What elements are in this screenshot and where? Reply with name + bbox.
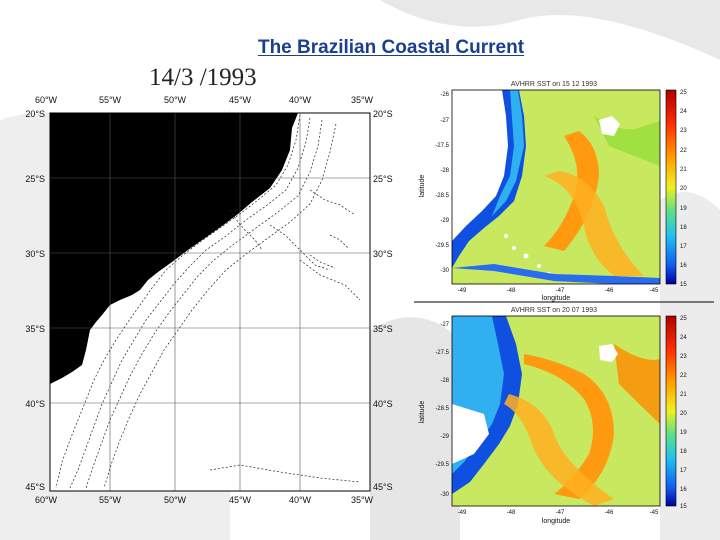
y-ticks: -26 -27 -27.5 -28 -28.5 -29 -29.5 -30 [435,92,449,274]
y-tick: -28.5 [435,406,449,412]
y-tick: -29 [440,218,449,224]
sst-title: AVHRR SST on 15 12 1993 [511,81,597,88]
lon-label-top: 60°W [35,95,58,105]
colorbar [665,315,677,507]
y-axis-label: latitude [419,401,426,424]
y-tick: -28 [440,378,449,384]
map-border [49,112,371,492]
colorbar-tick: 25 [680,90,687,96]
x-tick: -46 [605,288,614,294]
colorbar-tick: 18 [680,449,687,455]
colorbar-tick: 22 [680,373,687,379]
x-ticks: -49 -48 -47 -46 -45 [458,510,659,516]
lon-label-bottom: 35°W [351,495,374,505]
x-axis-label: longitude [542,295,571,302]
lon-label-top: 45°W [229,95,252,105]
x-tick: -49 [458,288,467,294]
y-tick: -29 [440,434,449,440]
y-tick: -29.5 [435,243,449,249]
colorbar-tick: 18 [680,225,687,231]
colorbar-tick: 16 [680,487,687,493]
y-ticks: -27 -27.5 -28 -28.5 -29 -29.5 -30 [435,322,449,498]
sst-panel-bottom: AVHRR SST on 20 07 1993 25 24 23 22 21 2… [419,307,687,525]
x-tick: -46 [605,510,614,516]
lon-label-top: 35°W [351,95,374,105]
colorbar-tick: 19 [680,430,687,436]
colorbar-tick: 23 [680,128,687,134]
lon-label-bottom: 55°W [99,495,122,505]
land-mass [50,113,298,384]
lat-label-right: 20°S [373,109,393,119]
lat-label-left: 20°S [25,109,45,119]
y-tick: -30 [440,492,449,498]
lon-label-bottom: 45°W [229,495,252,505]
slide-title: The Brazilian Coastal Current [257,37,525,58]
x-tick: -45 [650,288,659,294]
y-tick: -27.5 [435,350,449,356]
lat-label-left: 35°S [25,324,45,334]
x-tick: -48 [507,510,516,516]
x-tick: -49 [458,510,467,516]
colorbar-tick: 16 [680,263,687,269]
x-ticks: -49 -48 -47 -46 -45 [458,288,659,294]
colorbar-tick: 24 [680,109,687,115]
lon-label-top: 50°W [164,95,187,105]
colorbar-tick: 21 [680,392,687,398]
colorbar-tick: 22 [680,148,687,154]
sst-panel-top: AVHRR SST on 15 12 1993 25 24 23 22 21 2… [419,81,687,302]
lon-label-top: 40°W [289,95,312,105]
date-label: 14/3 /1993 [149,64,257,91]
y-axis-label: latitude [419,175,426,198]
lat-label-right: 45°S [373,482,393,492]
lat-label-right: 35°S [373,324,393,334]
x-axis-label: longitude [542,518,571,525]
colorbar-tick: 24 [680,335,687,341]
lon-label-bottom: 50°W [164,495,187,505]
colorbar-tick: 15 [680,504,687,510]
colorbar-tick: 23 [680,354,687,360]
y-tick: -27 [440,322,449,328]
y-tick: -27.5 [435,143,449,149]
y-tick: -28 [440,168,449,174]
colorbar-ticks: 25 24 23 22 21 20 19 18 17 16 15 [680,316,687,510]
x-tick: -47 [556,510,565,516]
colorbar-tick: 20 [680,411,687,417]
lon-label-bottom: 60°W [35,495,58,505]
colorbar-tick: 25 [680,316,687,322]
lat-label-right: 30°S [373,249,393,259]
lat-label-left: 45°S [25,482,45,492]
x-tick: -47 [556,288,565,294]
y-tick: -28.5 [435,193,449,199]
bathymetry-contours [55,114,361,489]
lat-label-left: 30°S [25,249,45,259]
colorbar-tick: 17 [680,244,687,250]
lat-label-right: 25°S [373,174,393,184]
map-grid [50,113,370,491]
lon-label-top: 55°W [99,95,122,105]
x-tick: -45 [650,510,659,516]
colorbar-ticks: 25 24 23 22 21 20 19 18 17 16 15 [680,90,687,288]
y-tick: -30 [440,268,449,274]
lat-label-left: 25°S [25,174,45,184]
panel-separator [414,301,714,303]
y-tick: -26 [440,92,449,98]
colorbar-tick: 21 [680,167,687,173]
y-tick: -27 [440,118,449,124]
lat-label-left: 40°S [25,399,45,409]
x-tick: -48 [507,288,516,294]
colorbar [665,89,677,285]
colorbar-tick: 17 [680,468,687,474]
lon-label-bottom: 40°W [289,495,312,505]
colorbar-tick: 15 [680,282,687,288]
y-tick: -29.5 [435,462,449,468]
sst-title: AVHRR SST on 20 07 1993 [511,307,597,314]
colorbar-tick: 19 [680,206,687,212]
colorbar-tick: 20 [680,186,687,192]
lat-label-right: 40°S [373,399,393,409]
